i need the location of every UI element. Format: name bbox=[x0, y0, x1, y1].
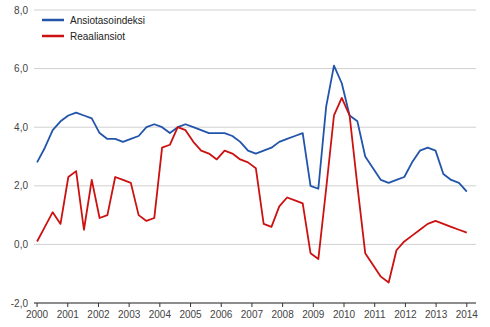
x-tick bbox=[251, 303, 252, 307]
legend-label: Reaaliansiot bbox=[70, 31, 125, 42]
x-tick-label: 2003 bbox=[118, 309, 141, 320]
x-tick bbox=[221, 303, 222, 307]
x-axis-line bbox=[34, 303, 476, 304]
grid-line bbox=[34, 10, 476, 11]
x-tick-label: 2000 bbox=[26, 309, 49, 320]
y-axis: -2,0 0,0 2,0 4,0 6,0 8,0 bbox=[11, 5, 29, 309]
x-tick bbox=[436, 303, 437, 307]
legend-swatch bbox=[42, 19, 64, 22]
x-tick bbox=[129, 303, 130, 307]
x-tick bbox=[405, 303, 406, 307]
x-tick bbox=[37, 303, 38, 307]
x-tick-label: 2001 bbox=[57, 309, 80, 320]
x-tick-label: 2006 bbox=[210, 309, 233, 320]
y-tick-label: 6,0 bbox=[14, 63, 28, 74]
x-tick bbox=[344, 303, 345, 307]
x-tick bbox=[190, 303, 191, 307]
x-tick-label: 2009 bbox=[302, 309, 325, 320]
grid-line bbox=[34, 68, 476, 69]
grid-line bbox=[34, 244, 476, 245]
y-grid bbox=[34, 10, 476, 303]
x-tick-label: 2007 bbox=[241, 309, 264, 320]
x-tick-label: 2008 bbox=[272, 309, 295, 320]
x-tick-label: 2002 bbox=[87, 309, 110, 320]
x-tick-label: 2005 bbox=[179, 309, 202, 320]
grid-line bbox=[34, 185, 476, 186]
x-tick bbox=[374, 303, 375, 307]
x-tick-label: 2004 bbox=[149, 309, 172, 320]
page: {"chart_data": { "type": "line", "x": [2… bbox=[0, 0, 490, 327]
legend: Ansiotasoindeksi Reaaliansiot bbox=[42, 15, 145, 42]
x-axis: 2000 2001 2002 2003 2004 2005 2006 2007 2008 2009… bbox=[26, 303, 478, 320]
grid-line bbox=[34, 127, 476, 128]
y-tick-label: -2,0 bbox=[11, 298, 29, 309]
x-tick bbox=[98, 303, 99, 307]
x-tick bbox=[159, 303, 160, 307]
x-tick bbox=[466, 303, 467, 307]
x-tick-label: 2010 bbox=[333, 309, 356, 320]
chart: -2,00,02,04,06,08,0200020012002200320042… bbox=[0, 0, 490, 327]
series-line bbox=[37, 66, 467, 192]
x-tick bbox=[282, 303, 283, 307]
x-tick-label: 2013 bbox=[425, 309, 448, 320]
x-tick bbox=[313, 303, 314, 307]
y-tick-label: 8,0 bbox=[14, 5, 28, 16]
y-tick-label: 4,0 bbox=[14, 122, 28, 133]
x-tick-label: 2014 bbox=[456, 309, 479, 320]
y-tick-label: 2,0 bbox=[14, 180, 28, 191]
x-tick bbox=[67, 303, 68, 307]
y-tick-label: 0,0 bbox=[14, 239, 28, 250]
x-tick-label: 2011 bbox=[364, 309, 386, 320]
series-line bbox=[37, 98, 467, 283]
grid-line bbox=[34, 303, 476, 304]
lines bbox=[37, 66, 467, 283]
x-tick-label: 2012 bbox=[394, 309, 417, 320]
legend-swatch bbox=[42, 35, 64, 38]
legend-label: Ansiotasoindeksi bbox=[70, 15, 145, 26]
